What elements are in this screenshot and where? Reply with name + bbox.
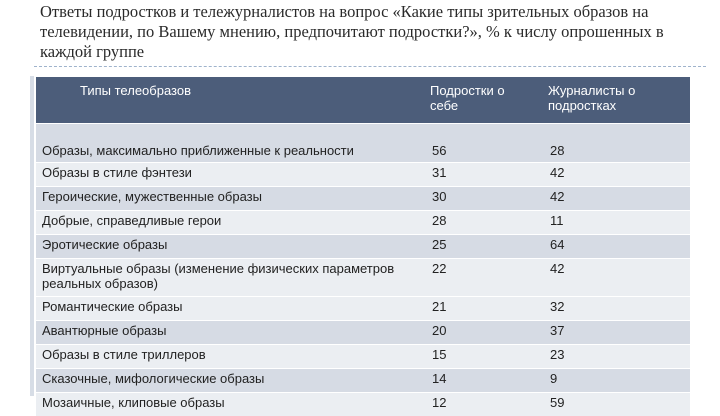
slide-title: Ответы подростков и тележурналистов на в… (40, 2, 700, 62)
teens-value: 22 (424, 259, 542, 297)
journalists-value: 11 (542, 211, 690, 235)
header-image-types: Типы телеобразов (36, 77, 424, 124)
teens-value: 25 (424, 235, 542, 259)
table-row: Мозаичные, клиповые образы 12 59 (36, 393, 690, 416)
journalists-value: 42 (542, 163, 690, 187)
journalists-value: 32 (542, 297, 690, 321)
table-row: Виртуальные образы (изменение физических… (36, 259, 690, 297)
row-label: Мозаичные, клиповые образы (36, 393, 424, 416)
teens-value: 56 (424, 124, 542, 163)
table-row: Образы, максимально приближенные к реаль… (36, 124, 690, 163)
teens-value: 30 (424, 187, 542, 211)
table-row: Добрые, справедливые герои 28 11 (36, 211, 690, 235)
journalists-value: 42 (542, 187, 690, 211)
teens-value: 20 (424, 321, 542, 345)
row-label: Образы в стиле триллеров (36, 345, 424, 369)
journalists-value: 59 (542, 393, 690, 416)
row-label: Романтические образы (36, 297, 424, 321)
teens-value: 28 (424, 211, 542, 235)
table-row: Романтические образы 21 32 (36, 297, 690, 321)
journalists-value: 64 (542, 235, 690, 259)
table-row: Авантюрные образы 20 37 (36, 321, 690, 345)
teens-value: 12 (424, 393, 542, 416)
journalists-value: 28 (542, 124, 690, 163)
row-label: Авантюрные образы (36, 321, 424, 345)
table-row: Сказочные, мифологические образы 14 9 (36, 369, 690, 393)
journalists-value: 9 (542, 369, 690, 393)
teens-value: 14 (424, 369, 542, 393)
teens-value: 31 (424, 163, 542, 187)
teens-value: 15 (424, 345, 542, 369)
table-row: Образы в стиле фэнтези 31 42 (36, 163, 690, 187)
journalists-value: 23 (542, 345, 690, 369)
row-label: Эротические образы (36, 235, 424, 259)
table-row: Эротические образы 25 64 (36, 235, 690, 259)
table-header-row: Типы телеобразов Подростки о себе Журнал… (36, 77, 690, 124)
left-accent-bar (30, 76, 34, 396)
row-label: Образы в стиле фэнтези (36, 163, 424, 187)
journalists-value: 37 (542, 321, 690, 345)
row-label: Героические, мужественные образы (36, 187, 424, 211)
header-teens: Подростки о себе (424, 77, 542, 124)
row-label: Добрые, справедливые герои (36, 211, 424, 235)
survey-table: Типы телеобразов Подростки о себе Журнал… (36, 76, 690, 416)
table-row: Героические, мужественные образы 30 42 (36, 187, 690, 211)
row-label: Виртуальные образы (изменение физических… (36, 259, 424, 297)
row-label: Сказочные, мифологические образы (36, 369, 424, 393)
journalists-value: 42 (542, 259, 690, 297)
teens-value: 21 (424, 297, 542, 321)
title-divider (34, 66, 706, 67)
row-label: Образы, максимально приближенные к реаль… (36, 124, 424, 163)
header-journalists: Журналисты о подростках (542, 77, 690, 124)
table-row: Образы в стиле триллеров 15 23 (36, 345, 690, 369)
